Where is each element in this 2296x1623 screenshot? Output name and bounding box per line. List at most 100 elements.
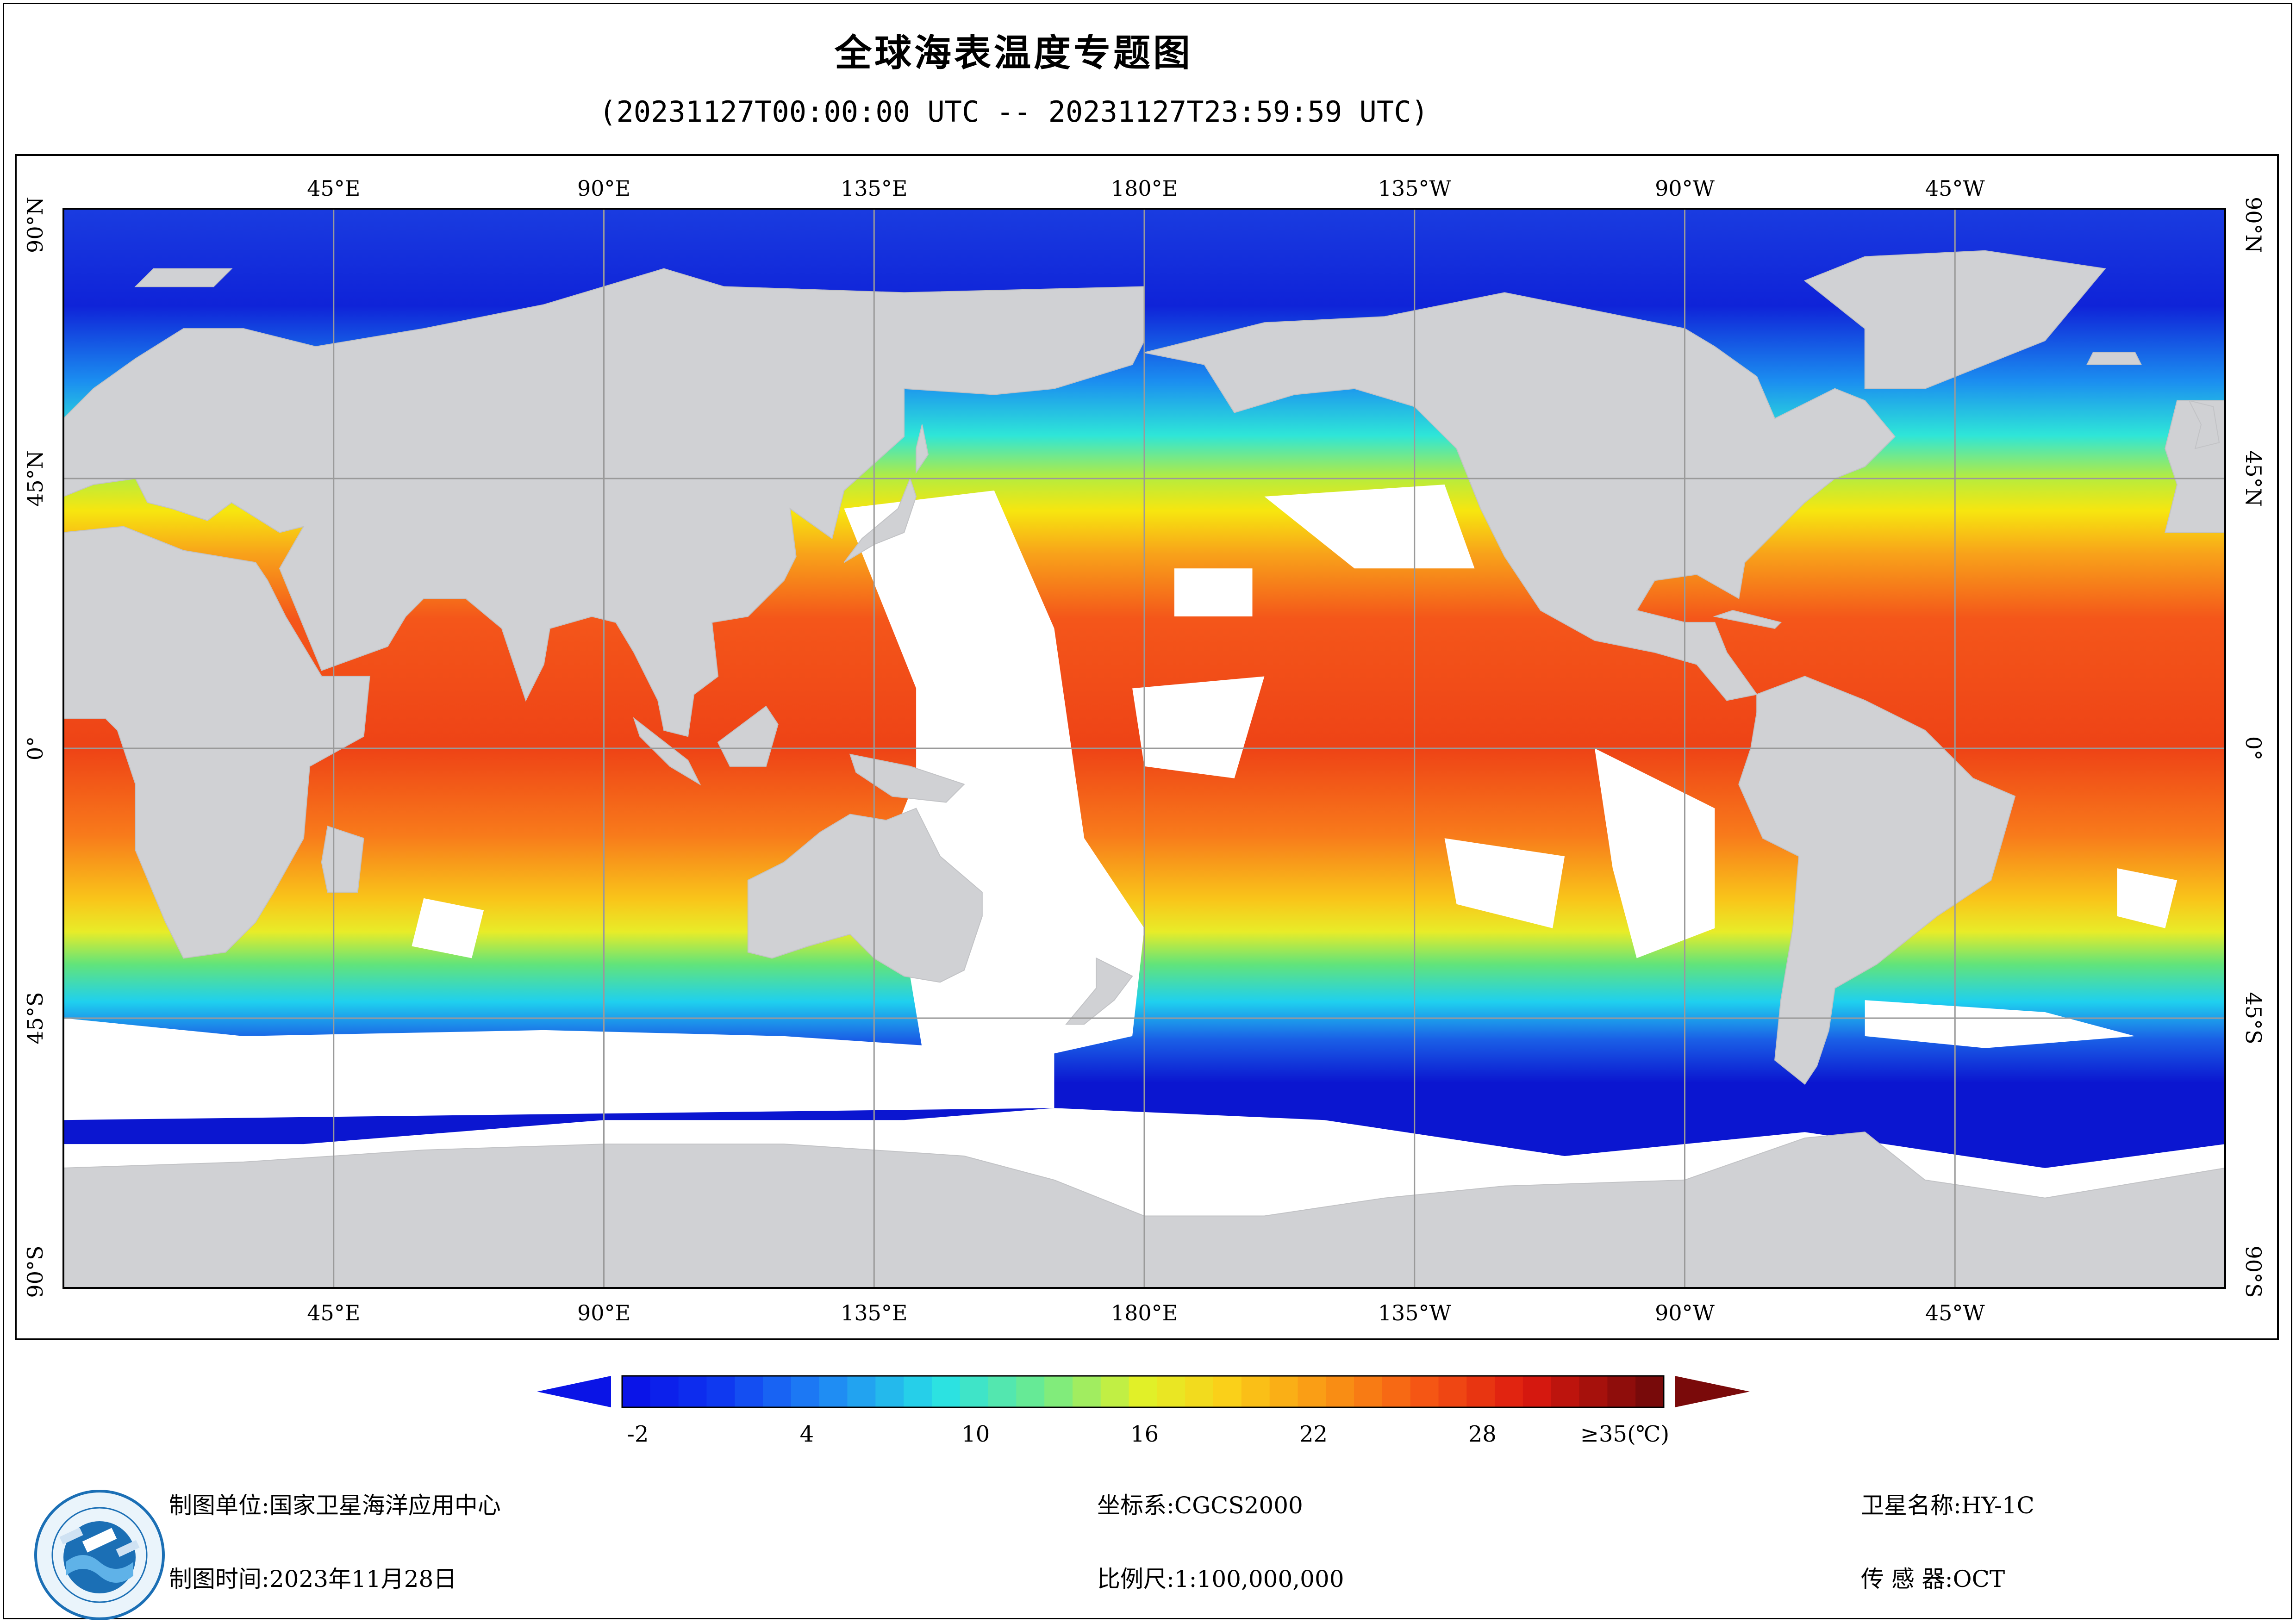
sensor-value: OCT <box>1953 1566 2005 1592</box>
colorbar-cell <box>1607 1376 1636 1407</box>
colorbar-cell <box>622 1376 651 1407</box>
cloud-nodata-region <box>1174 568 1253 616</box>
bottom-lon-label: 90°E <box>577 1300 630 1325</box>
right-lat-label: 90°N <box>2241 197 2266 253</box>
bottom-lon-label: 180°E <box>1111 1300 1178 1325</box>
colorbar-cell <box>931 1376 961 1407</box>
cloud-nodata-region <box>63 1018 1054 1120</box>
colorbar-under-arrow <box>537 1376 611 1407</box>
colorbar-cell <box>847 1376 876 1407</box>
bottom-lon-label: 45°W <box>1925 1300 1985 1325</box>
colorbar-cell <box>988 1376 1017 1407</box>
colorbar-cell <box>904 1376 932 1407</box>
sensor-label: 传 感 器: <box>1861 1566 1953 1592</box>
land-borneo <box>717 705 779 767</box>
right-lat-label: 90°S <box>2241 1245 2266 1298</box>
cloud-nodata-region <box>1132 676 1265 778</box>
colorbar-cell <box>1044 1376 1073 1407</box>
right-lat-label: 45°N <box>2241 450 2266 507</box>
land-svalbard <box>134 268 233 287</box>
outer-frame <box>3 3 2292 1619</box>
time-label: 制图时间: <box>169 1566 269 1592</box>
land-europe-west-wrap <box>2165 400 2225 533</box>
org-label: 制图单位: <box>169 1492 269 1519</box>
land-madagascar <box>321 826 364 893</box>
land-new-zealand <box>1065 957 1133 1025</box>
colorbar-cell <box>1382 1376 1411 1407</box>
colorbar-cell <box>735 1376 763 1407</box>
land-cuba <box>1713 609 1782 629</box>
top-lon-label: 135°W <box>1378 176 1452 201</box>
satellite-value: HY-1C <box>1961 1492 2034 1519</box>
land-iceland <box>2086 352 2142 365</box>
cloud-nodata-region <box>1444 838 1565 928</box>
colorbar-cell <box>1100 1376 1129 1407</box>
colorbar-cell <box>791 1376 820 1407</box>
satellite-label: 卫星名称: <box>1861 1492 1961 1519</box>
colorbar-tick-label: ≥35(℃) <box>1580 1421 1669 1447</box>
nsoas-logo <box>34 1490 165 1620</box>
colorbar-tick-label: 22 <box>1299 1421 1328 1447</box>
colorbar-cell <box>1016 1376 1045 1407</box>
top-lon-label: 45°W <box>1925 176 1985 201</box>
bottom-lon-label: 90°W <box>1655 1300 1715 1325</box>
right-lat-label: 45°S <box>2241 992 2266 1044</box>
top-lon-label: 180°E <box>1111 176 1178 201</box>
cloud-nodata-region <box>1865 1000 2135 1048</box>
crs-value: CGCS2000 <box>1174 1492 1303 1519</box>
footer-sensor: 传 感 器:OCT <box>1861 1561 2005 1594</box>
colorbar-cell <box>1241 1376 1270 1407</box>
bottom-lon-label: 45°E <box>307 1300 360 1325</box>
land-australia <box>747 808 983 983</box>
bottom-lon-label: 135°W <box>1378 1300 1452 1325</box>
footer-satellite: 卫星名称:HY-1C <box>1861 1487 2034 1520</box>
colorbar-cell <box>1579 1376 1608 1407</box>
colorbar-tick-label: 4 <box>800 1421 814 1447</box>
colorbar-cell <box>1129 1376 1157 1407</box>
scale-value: 1:100,000,000 <box>1174 1566 1344 1592</box>
colorbar-cell <box>819 1376 848 1407</box>
colorbar-tick-label: 10 <box>961 1421 990 1447</box>
colorbar-cell <box>1269 1376 1298 1407</box>
colorbar-over-arrow <box>1675 1376 1750 1407</box>
colorbar-cell <box>1354 1376 1383 1407</box>
colorbar-cell <box>1495 1376 1523 1407</box>
colorbar-cell <box>1438 1376 1467 1407</box>
left-lat-label: 90°N <box>23 197 48 253</box>
land-north-america <box>1144 292 1896 701</box>
cloud-nodata-region <box>2117 868 2177 928</box>
sst-map: 45°E 90°E 135°E 180°E 135°W 90°W 45°W 45°E 90°E 1… <box>23 176 2266 1325</box>
org-value: 国家卫星海洋应用中心 <box>269 1492 501 1519</box>
colorbar-tick-label: -2 <box>627 1421 649 1447</box>
land-uk <box>2188 400 2220 449</box>
sst-colorbar: -2 4 10 16 22 28 ≥35(℃) <box>537 1375 1750 1447</box>
land-japan <box>843 477 917 563</box>
time-value: 2023年11月28日 <box>269 1566 457 1592</box>
colorbar-tick-label: 16 <box>1130 1421 1159 1447</box>
colorbar-cell <box>1157 1376 1185 1407</box>
top-lon-label: 135°E <box>841 176 907 201</box>
right-lat-label: 0° <box>2241 736 2266 760</box>
land-africa <box>63 526 370 959</box>
top-lon-label: 90°E <box>577 176 630 201</box>
colorbar-cell <box>1326 1376 1354 1407</box>
colorbar-cell <box>1635 1376 1664 1407</box>
colorbar-cell <box>1466 1376 1495 1407</box>
crs-label: 坐标系: <box>1097 1492 1174 1519</box>
footer-scale: 比例尺:1:100,000,000 <box>1097 1561 1344 1594</box>
top-lon-label: 90°W <box>1655 176 1715 201</box>
land-new-guinea <box>849 753 965 803</box>
colorbar-tick-label: 28 <box>1468 1421 1497 1447</box>
colorbar-cell <box>1551 1376 1580 1407</box>
map-title: 全球海表温度专题图 <box>835 31 1193 75</box>
cloud-nodata-region <box>412 898 484 958</box>
colorbar-cell <box>1072 1376 1101 1407</box>
colorbar-cell <box>1213 1376 1242 1407</box>
footer-org: 制图单位:国家卫星海洋应用中心 <box>169 1487 501 1520</box>
colorbar-cell <box>678 1376 707 1407</box>
land-south-america <box>1738 676 2016 1085</box>
colorbar-cell <box>875 1376 904 1407</box>
colorbar-cell <box>1410 1376 1439 1407</box>
left-lat-label: 45°S <box>23 992 48 1044</box>
colorbar-cell <box>1298 1376 1326 1407</box>
